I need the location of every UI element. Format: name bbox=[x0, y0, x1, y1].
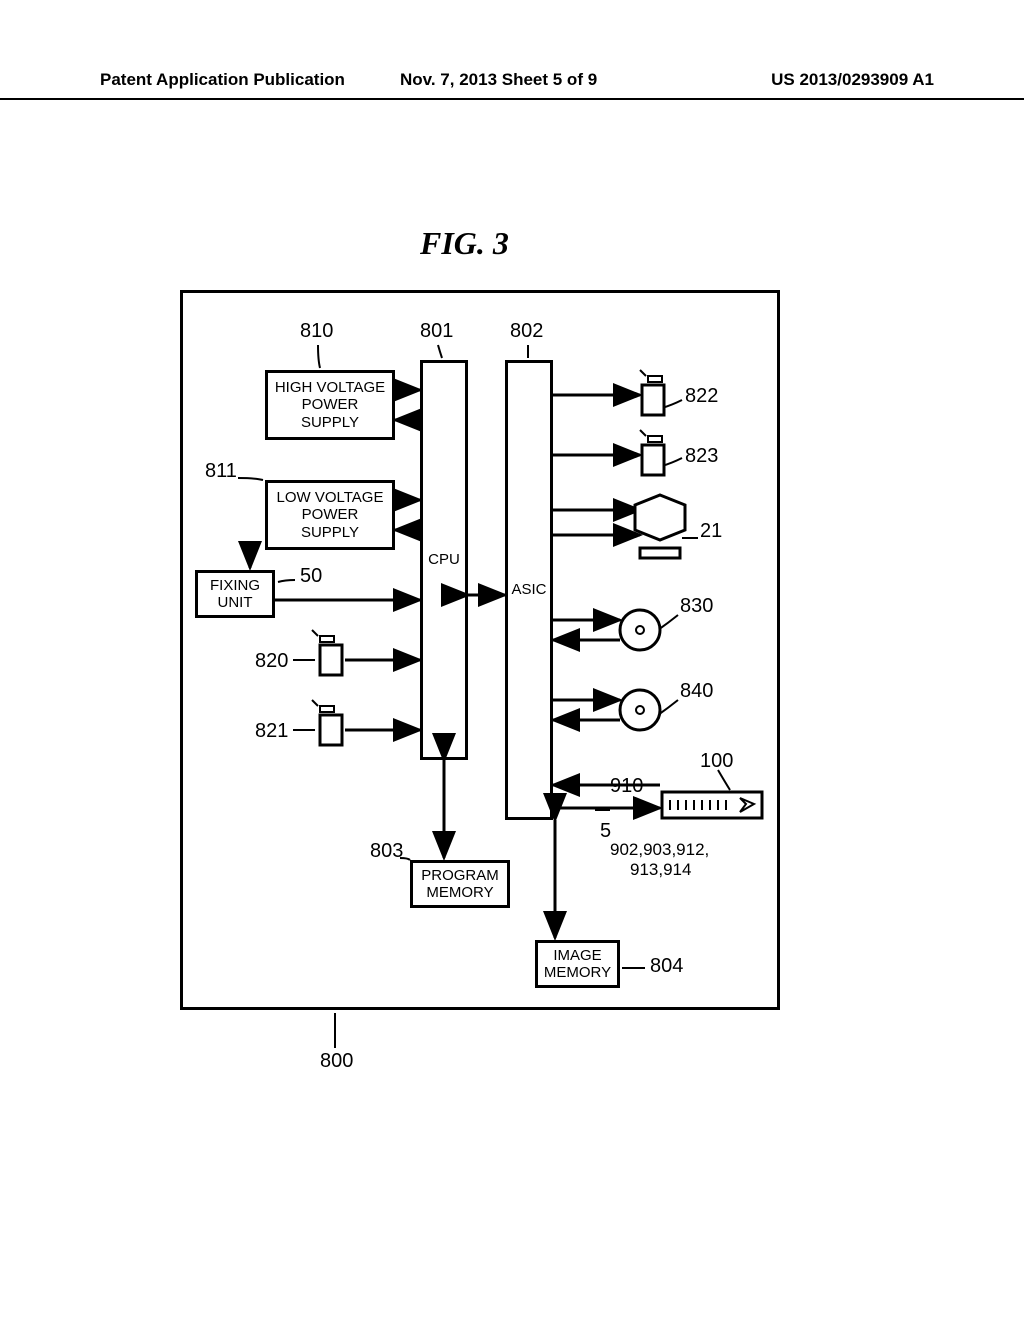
ref-810: 810 bbox=[300, 320, 333, 343]
ref-50: 50 bbox=[300, 565, 322, 588]
page-header: Patent Application Publication Nov. 7, 2… bbox=[0, 70, 1024, 100]
ref-822: 822 bbox=[685, 385, 718, 408]
ref-100: 100 bbox=[700, 750, 733, 773]
header-right: US 2013/0293909 A1 bbox=[771, 70, 934, 90]
header-left: Patent Application Publication bbox=[100, 70, 345, 90]
ref-811: 811 bbox=[205, 460, 237, 483]
ref-820: 820 bbox=[255, 650, 288, 673]
ref-804: 804 bbox=[650, 955, 683, 978]
block-label: CPU bbox=[428, 551, 460, 568]
page: Patent Application Publication Nov. 7, 2… bbox=[0, 0, 1024, 1320]
ref-821: 821 bbox=[255, 720, 288, 743]
ref-830: 830 bbox=[680, 595, 713, 618]
ref-803: 803 bbox=[370, 840, 403, 863]
header-center: Nov. 7, 2013 Sheet 5 of 9 bbox=[400, 70, 597, 90]
block-cpu: CPU bbox=[420, 360, 468, 760]
block-fixing-unit: FIXINGUNIT bbox=[195, 570, 275, 618]
block-asic: ASIC bbox=[505, 360, 553, 820]
block-high-voltage-power-supply: HIGH VOLTAGEPOWERSUPPLY bbox=[265, 370, 395, 440]
block-label: PROGRAMMEMORY bbox=[421, 867, 499, 902]
ref-21: 21 bbox=[700, 520, 722, 543]
ref-group1: 902,903,912, bbox=[610, 840, 709, 860]
block-label: ASIC bbox=[511, 581, 546, 598]
block-label: IMAGEMEMORY bbox=[544, 947, 611, 982]
block-label: FIXINGUNIT bbox=[210, 577, 260, 612]
block-label: LOW VOLTAGEPOWERSUPPLY bbox=[277, 489, 384, 541]
ref-840: 840 bbox=[680, 680, 713, 703]
ref-802: 802 bbox=[510, 320, 543, 343]
ref-823: 823 bbox=[685, 445, 718, 468]
ref-800: 800 bbox=[320, 1050, 353, 1073]
block-program-memory: PROGRAMMEMORY bbox=[410, 860, 510, 908]
block-image-memory: IMAGEMEMORY bbox=[535, 940, 620, 988]
ref-910: 910 bbox=[610, 775, 643, 798]
figure-title: FIG. 3 bbox=[420, 225, 509, 262]
block-label: HIGH VOLTAGEPOWERSUPPLY bbox=[275, 379, 385, 431]
block-low-voltage-power-supply: LOW VOLTAGEPOWERSUPPLY bbox=[265, 480, 395, 550]
ref-801: 801 bbox=[420, 320, 453, 343]
ref-group2: 913,914 bbox=[630, 860, 691, 880]
